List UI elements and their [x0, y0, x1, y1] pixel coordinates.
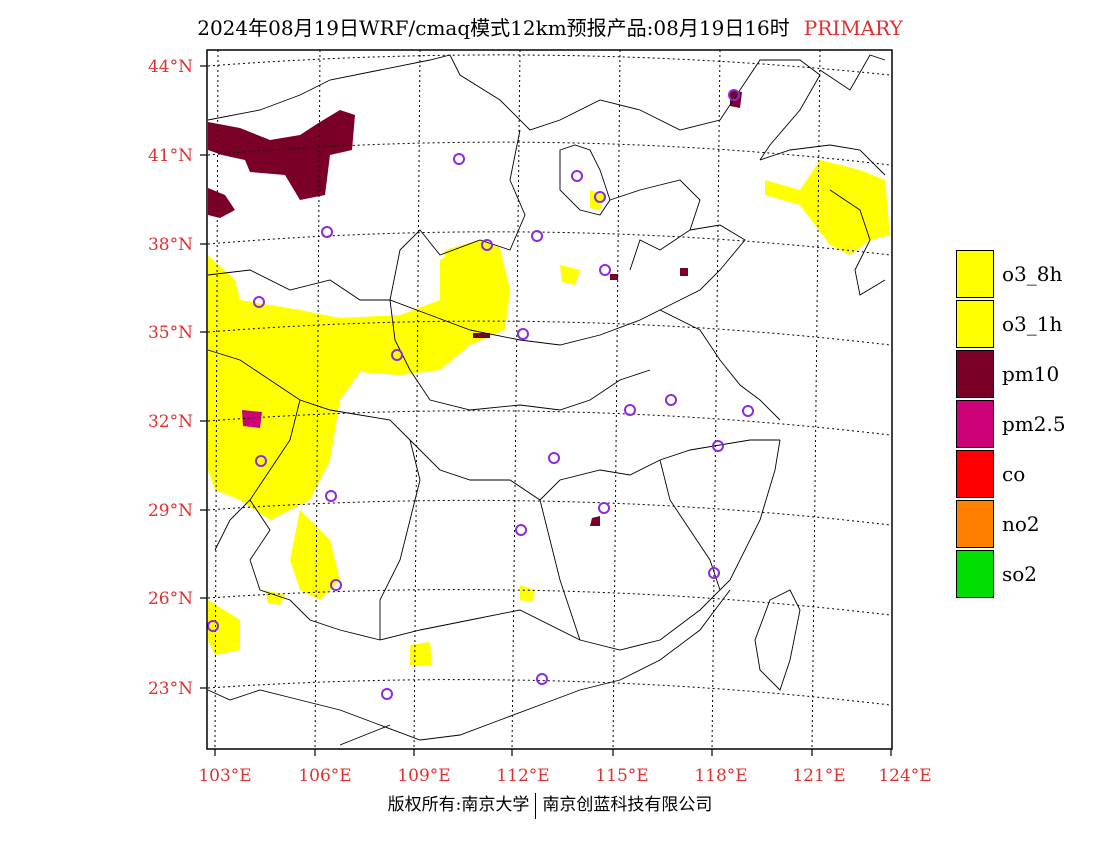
legend-label: co [1002, 462, 1026, 486]
pm10-areas [208, 90, 742, 526]
legend-item-o3-1h: o3_1h [956, 299, 1066, 349]
footer-right: 南京创蓝科技有限公司 [542, 795, 713, 815]
legend-label: so2 [1002, 562, 1038, 586]
legend-label: pm2.5 [1002, 412, 1066, 436]
copyright-footer: 版权所有:南京大学 南京创蓝科技有限公司 [0, 790, 1100, 819]
lon-label-124: 124°E [878, 766, 931, 786]
lat-label-35: 35°N [148, 323, 193, 343]
tick-marks [200, 65, 892, 756]
title-main: 2024年08月19日WRF/cmaq模式12km预报产品:08月19日16时 [197, 16, 790, 40]
legend-item-so2: so2 [956, 549, 1066, 599]
lat-label-32: 32°N [148, 412, 193, 432]
lat-label-44: 44°N [148, 57, 193, 77]
footer-separator [535, 792, 537, 819]
legend-label: o3_1h [1002, 312, 1063, 336]
legend-swatch [956, 450, 994, 498]
legend-label: no2 [1002, 512, 1040, 536]
legend-item-o3-8h: o3_8h [956, 249, 1066, 299]
boundaries [207, 54, 886, 746]
longitude-labels: 103°E 106°E 109°E 112°E 115°E 118°E 121°… [198, 766, 931, 786]
lon-label-121: 121°E [792, 766, 845, 786]
legend-item-co: co [956, 449, 1066, 499]
monitoring-stations [207, 89, 754, 700]
legend-swatch [956, 400, 994, 448]
lat-label-26: 26°N [148, 589, 193, 609]
lon-label-109: 109°E [397, 766, 450, 786]
legend-label: pm10 [1002, 362, 1060, 386]
lon-label-112: 112°E [496, 766, 549, 786]
title-tag: PRIMARY [803, 16, 903, 40]
map-frame [206, 49, 893, 750]
legend-swatch [956, 300, 994, 348]
lon-label-106: 106°E [298, 766, 351, 786]
legend-item-pm10: pm10 [956, 349, 1066, 399]
chart-title: 2024年08月19日WRF/cmaq模式12km预报产品:08月19日16时 P… [0, 12, 1100, 41]
lon-label-115: 115°E [595, 766, 648, 786]
lat-label-23: 23°N [148, 679, 193, 699]
legend: o3_8h o3_1h pm10 pm2.5 co no2 so2 [956, 249, 1066, 599]
graticule [207, 49, 891, 751]
legend-swatch [956, 350, 994, 398]
legend-item-pm25: pm2.5 [956, 399, 1066, 449]
o3-areas [208, 160, 890, 665]
legend-swatch [956, 550, 994, 598]
lon-label-103: 103°E [198, 766, 251, 786]
lat-label-29: 29°N [148, 501, 193, 521]
legend-item-no2: no2 [956, 499, 1066, 549]
legend-swatch [956, 500, 994, 548]
footer-left: 版权所有:南京大学 [387, 795, 530, 815]
lat-label-41: 41°N [148, 146, 193, 166]
lon-label-118: 118°E [694, 766, 747, 786]
legend-swatch [956, 250, 994, 298]
legend-label: o3_8h [1002, 262, 1063, 286]
pm25-areas [242, 410, 262, 428]
lat-label-38: 38°N [148, 235, 193, 255]
latitude-labels: 44°N 41°N 38°N 35°N 32°N 29°N 26°N 23°N [148, 57, 193, 699]
